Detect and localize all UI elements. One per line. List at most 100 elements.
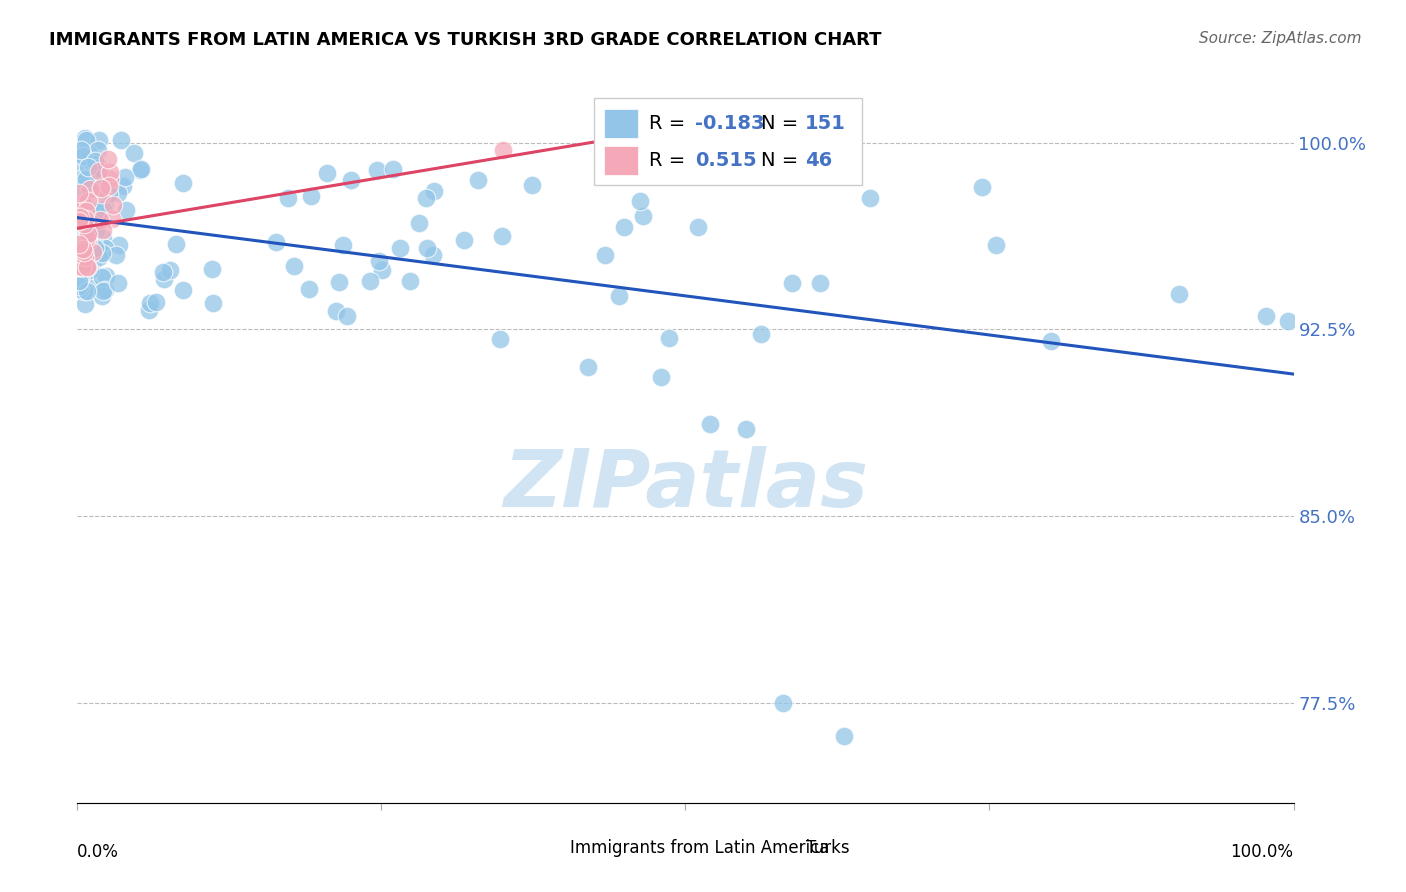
Point: [72, 149, 94, 163]
Point: [399, 274, 422, 288]
Point: [593, 248, 616, 262]
Point: [67, 255, 90, 269]
Point: [172, 176, 194, 190]
Point: [67, 186, 90, 201]
Point: [104, 248, 127, 262]
Point: [576, 359, 599, 374]
Point: [94, 241, 117, 255]
Point: [73, 297, 96, 311]
Point: [67, 202, 90, 216]
Point: [87, 206, 110, 220]
Point: [96, 187, 118, 202]
Point: [153, 272, 176, 286]
Point: [67, 250, 90, 264]
Point: [76, 284, 98, 298]
Point: [76, 211, 98, 226]
Point: [79, 254, 101, 268]
Point: [808, 277, 831, 291]
Point: [75, 211, 97, 226]
Point: [87, 203, 110, 218]
Text: 0.0%: 0.0%: [77, 843, 120, 861]
Point: [416, 241, 439, 255]
Point: [371, 263, 394, 277]
Point: [299, 189, 322, 203]
Point: [91, 223, 114, 237]
Point: [98, 171, 121, 186]
Point: [115, 203, 138, 218]
Point: [90, 269, 112, 284]
Point: [70, 181, 93, 195]
Point: [389, 241, 412, 255]
FancyBboxPatch shape: [605, 109, 638, 138]
Point: [75, 205, 97, 219]
Point: [70, 156, 93, 170]
Point: [72, 243, 94, 257]
Point: [325, 303, 347, 318]
Point: [70, 143, 93, 157]
Point: [69, 224, 91, 238]
Point: [138, 302, 160, 317]
Point: [79, 182, 101, 196]
Text: N =: N =: [761, 151, 804, 170]
Point: [675, 138, 697, 153]
Point: [76, 227, 98, 242]
Point: [93, 202, 115, 216]
Point: [72, 211, 94, 225]
Text: 46: 46: [804, 151, 832, 170]
Point: [1277, 314, 1299, 328]
Point: [67, 274, 90, 288]
Point: [73, 218, 96, 232]
Point: [79, 249, 101, 263]
Point: [1254, 309, 1277, 323]
Point: [72, 238, 94, 252]
Point: [139, 295, 162, 310]
Point: [98, 178, 121, 193]
Point: [87, 250, 110, 264]
Point: [628, 194, 651, 208]
Point: [316, 166, 339, 180]
Point: [79, 280, 101, 294]
Point: [67, 260, 90, 274]
Point: [90, 181, 112, 195]
Point: [82, 232, 104, 246]
Point: [87, 159, 110, 173]
Point: [75, 171, 97, 186]
Point: [72, 285, 94, 299]
Point: [94, 283, 117, 297]
Point: [107, 186, 129, 201]
Point: [609, 289, 631, 303]
Point: [67, 236, 90, 251]
Point: [67, 200, 90, 214]
Point: [87, 176, 110, 190]
Point: [77, 234, 100, 248]
Point: [94, 198, 117, 212]
Point: [382, 162, 405, 177]
Point: [298, 282, 321, 296]
Point: [491, 229, 513, 244]
Point: [76, 201, 98, 215]
Point: [332, 238, 354, 252]
Point: [408, 216, 430, 230]
FancyBboxPatch shape: [773, 837, 800, 858]
Point: [76, 260, 98, 274]
Point: [415, 190, 437, 204]
Point: [201, 261, 224, 276]
Point: [266, 235, 288, 249]
Point: [107, 276, 129, 290]
Point: [832, 729, 855, 743]
Point: [699, 417, 721, 431]
Point: [67, 279, 90, 293]
Point: [73, 208, 96, 222]
Point: [91, 187, 114, 202]
Point: [75, 197, 97, 211]
Point: [359, 274, 381, 288]
Point: [129, 162, 152, 177]
Point: [86, 161, 108, 176]
Point: [69, 247, 91, 261]
Point: [77, 227, 100, 241]
Point: [735, 422, 758, 436]
Point: [83, 154, 105, 169]
Text: R =: R =: [650, 114, 692, 133]
Point: [129, 162, 152, 177]
Point: [84, 241, 107, 255]
